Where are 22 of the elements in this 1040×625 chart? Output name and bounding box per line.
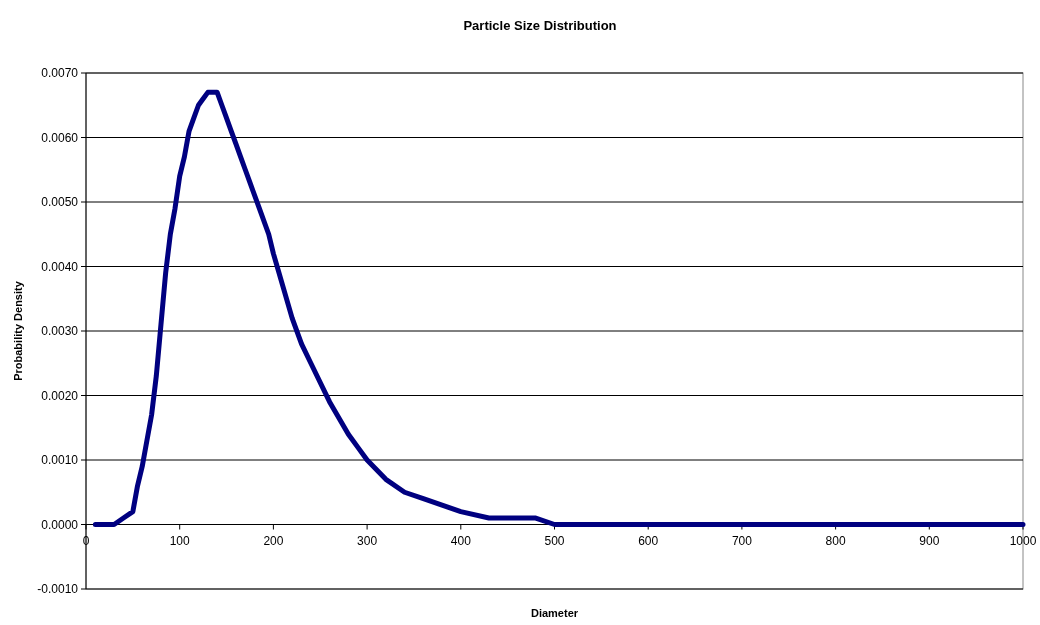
y-axis-title: Probability Density xyxy=(12,280,24,381)
x-tick-label: 700 xyxy=(731,533,753,548)
y-tick-label: 0.0010 xyxy=(41,453,79,468)
y-tick-label: 0.0070 xyxy=(41,66,79,81)
x-tick-label: 300 xyxy=(357,533,378,548)
x-tick-label: 100 xyxy=(169,533,191,548)
y-tick-label: 0.0030 xyxy=(41,324,79,339)
chart-title: Particle Size Distribution xyxy=(463,18,617,33)
x-tick-label: 900 xyxy=(919,533,940,548)
x-tick-label: 400 xyxy=(450,533,472,548)
x-tick-label: 1000 xyxy=(1009,533,1037,548)
y-tick-label: 0.0040 xyxy=(41,259,79,274)
y-tick-label: 0.0020 xyxy=(41,388,79,403)
y-tick-label: -0.0010 xyxy=(37,582,79,597)
x-tick-label: 600 xyxy=(638,533,659,548)
x-tick-label: 500 xyxy=(544,533,565,548)
y-tick-label: 0.0050 xyxy=(41,195,79,210)
x-tick-label: 200 xyxy=(263,533,284,548)
y-tick-label: 0.0000 xyxy=(41,517,79,532)
x-tick-label: 800 xyxy=(825,533,846,548)
x-axis-title: Diameter xyxy=(530,607,579,619)
y-tick-label: 0.0060 xyxy=(41,130,79,145)
